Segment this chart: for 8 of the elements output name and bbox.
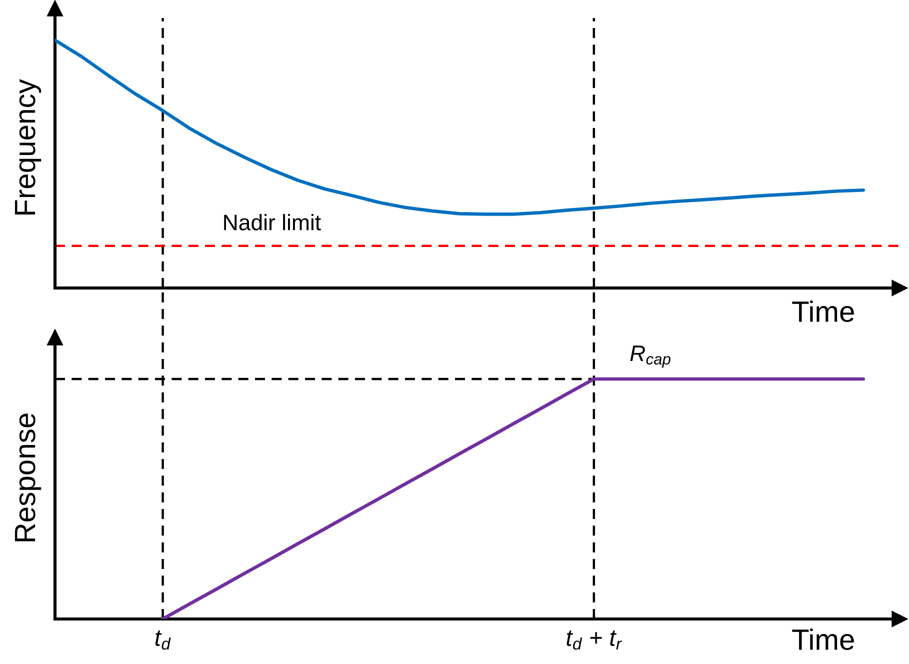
x-axis-title: Time <box>792 628 854 650</box>
x-axis-title: Time <box>792 300 854 322</box>
annotation: R$_{cap}$ <box>630 346 670 368</box>
y-axis-title: Response <box>14 414 42 542</box>
ref-line-label: Nadir limit <box>224 214 321 230</box>
x-tick-label: t$_{d}$ + t$_{r}$ <box>566 630 622 650</box>
x-tick-label: t$_{d}$ <box>155 630 171 650</box>
y-axis-title: Frequency <box>14 79 42 214</box>
